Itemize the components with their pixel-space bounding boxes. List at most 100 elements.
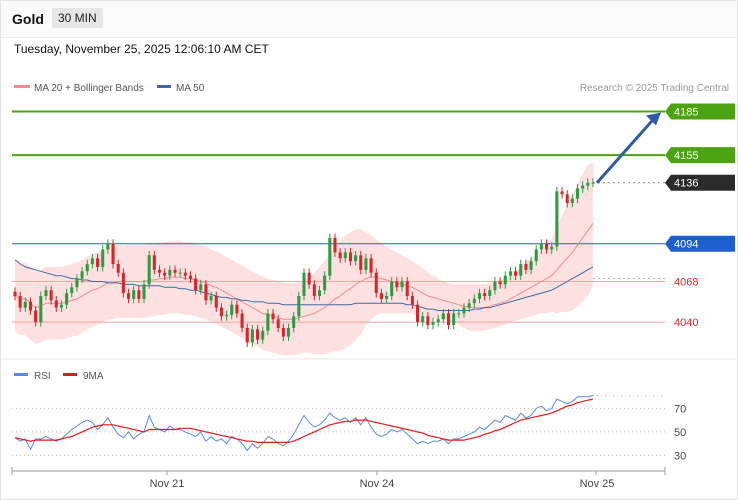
candle <box>256 325 260 344</box>
candle-body <box>395 281 399 288</box>
candle-body <box>23 301 27 308</box>
instrument-title: Gold <box>12 11 44 27</box>
candle-body <box>488 290 492 296</box>
candle-body <box>462 307 466 314</box>
price-label-4094: 4094 <box>665 235 735 252</box>
candle <box>271 309 275 324</box>
candle-body <box>369 258 373 273</box>
candle <box>493 277 497 295</box>
candle <box>436 314 440 327</box>
bollinger-band-area <box>15 162 593 356</box>
candle-body <box>446 313 451 326</box>
legend-ma50-swatch <box>157 85 171 88</box>
candle-body <box>529 261 533 270</box>
legend-ma20-label: MA 20 + Bollinger Bands <box>34 83 144 94</box>
candle <box>286 323 291 342</box>
candle-body <box>204 284 208 301</box>
candle-body <box>245 327 249 343</box>
rsi-tick-30: 30 <box>674 450 686 462</box>
candle-body <box>127 293 131 299</box>
candle <box>75 274 79 292</box>
candle <box>307 268 311 289</box>
candle-body <box>173 269 177 273</box>
candle <box>297 291 301 321</box>
candle-body <box>75 278 79 288</box>
timeframe-badge[interactable]: 30 MIN <box>52 8 103 28</box>
candle <box>338 248 342 263</box>
candle <box>225 310 229 321</box>
candle-body <box>18 295 22 308</box>
candle-body <box>168 269 172 276</box>
candle-body <box>333 237 337 253</box>
candle <box>90 253 94 269</box>
candle-body <box>101 249 105 267</box>
candle <box>508 266 512 281</box>
candle <box>410 291 414 310</box>
candle-body <box>147 255 151 285</box>
candle <box>343 248 347 263</box>
candle <box>323 271 327 295</box>
candle <box>514 266 518 281</box>
legend-rsi-label: RSI <box>34 371 51 382</box>
candle-body <box>524 264 528 270</box>
candle <box>204 280 208 305</box>
candle <box>121 268 125 298</box>
candle-body <box>354 255 358 262</box>
x-label-nov25: Nov 25 <box>580 478 615 490</box>
candle <box>385 291 389 304</box>
candle <box>503 271 507 289</box>
candle <box>111 239 115 269</box>
candle <box>328 233 332 281</box>
candle <box>560 187 564 199</box>
candle-body <box>328 237 332 276</box>
candle-body <box>581 185 585 189</box>
candle <box>570 194 574 208</box>
candle-body <box>570 198 574 204</box>
candle <box>452 309 456 330</box>
price-tag-text: 4094 <box>674 239 698 251</box>
candle-body <box>281 327 285 337</box>
candle-body <box>338 252 342 259</box>
rsi-9ma-line <box>14 398 594 443</box>
candle <box>539 239 543 254</box>
candle-body <box>575 188 580 199</box>
candle-body <box>271 313 275 320</box>
candle <box>534 245 538 266</box>
candle-body <box>436 319 440 323</box>
price-tag-box <box>665 103 735 120</box>
price-tag-text: 4040 <box>674 317 698 329</box>
candle <box>374 268 378 298</box>
candle-body <box>431 322 435 326</box>
candle-body <box>348 252 352 262</box>
candle-body <box>421 316 425 323</box>
candle <box>266 309 270 336</box>
candle <box>483 288 487 301</box>
candle <box>529 256 533 275</box>
candle <box>23 297 27 312</box>
candle-body <box>410 295 414 305</box>
candle <box>261 326 265 344</box>
candle <box>142 280 146 304</box>
candle <box>312 280 316 301</box>
candle-body <box>39 295 43 323</box>
research-credit: Research © 2025 Trading Central <box>580 83 729 94</box>
candle-body <box>565 194 569 204</box>
candle <box>18 291 22 312</box>
candle <box>395 277 399 292</box>
candle-body <box>545 243 549 250</box>
rsi-line <box>14 395 594 452</box>
candle-body <box>209 295 213 301</box>
candle-body <box>550 246 554 250</box>
price-tag-box <box>665 174 735 191</box>
candle <box>137 285 141 304</box>
candle-body <box>219 307 223 317</box>
candle-body <box>111 243 115 265</box>
candle <box>116 259 120 278</box>
candle <box>39 291 43 327</box>
candle <box>240 309 244 333</box>
price-label-4185: 4185 <box>665 103 735 120</box>
forecast-arrow-head <box>646 112 661 126</box>
candle-body <box>379 293 383 299</box>
candle <box>581 181 585 193</box>
candle <box>524 259 528 275</box>
